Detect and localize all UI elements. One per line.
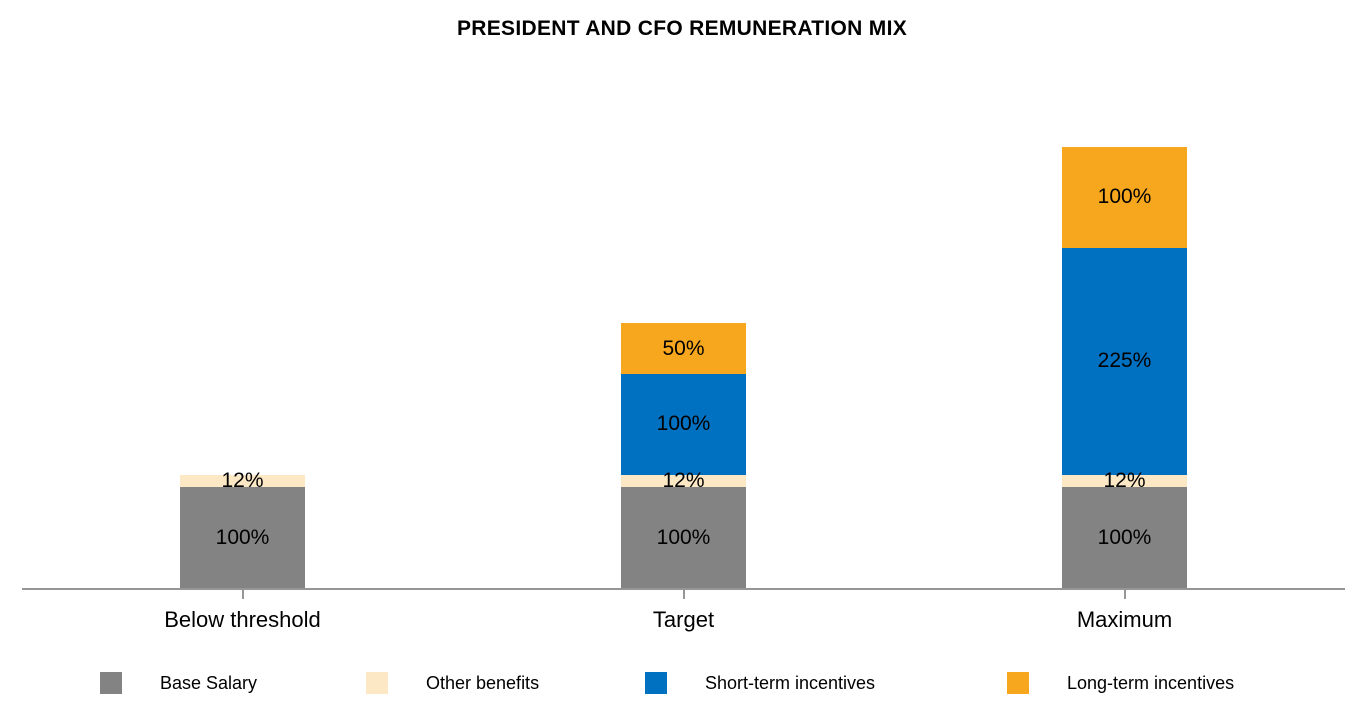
legend-label: Long-term incentives xyxy=(1067,672,1235,693)
category-label-target: Target xyxy=(652,607,715,632)
legend-item-base-salary: Base Salary xyxy=(100,672,257,694)
bar-segment-other-benefits: 12% xyxy=(1062,469,1187,491)
x-axis-tick xyxy=(682,590,685,599)
chart-title: PRESIDENT AND CFO REMUNERATION MIX xyxy=(456,17,908,40)
bar-target: 100% 12% 100% 50% xyxy=(621,323,746,588)
bar-segment-long-term-incentives: 100% xyxy=(1062,146,1187,248)
segment-data-label: 12% xyxy=(1103,468,1146,492)
bar-segment-short-term-incentives: 100% xyxy=(621,373,746,475)
segment-data-label: 12% xyxy=(221,468,264,492)
legend-swatch-base-salary xyxy=(100,672,122,694)
bar-segment-other-benefits: 12% xyxy=(621,469,746,491)
x-axis-tick xyxy=(1123,590,1126,599)
x-axis-tick xyxy=(241,590,244,599)
segment-data-label: 100% xyxy=(215,525,270,549)
legend-item-long-term-incentives: Long-term incentives xyxy=(1007,672,1234,694)
segment-data-label: 225% xyxy=(1097,349,1152,373)
bar-segment-base-salary: 100% xyxy=(1062,487,1187,588)
segment-data-label: 12% xyxy=(662,468,705,492)
x-axis-line xyxy=(22,588,1345,590)
segment-data-label: 100% xyxy=(1097,185,1152,209)
bar-below-threshold: 100% 12% xyxy=(180,469,305,588)
legend-swatch-long-term-incentives xyxy=(1007,672,1029,694)
legend-swatch-short-term-incentives xyxy=(645,672,667,694)
bar-segment-long-term-incentives: 50% xyxy=(621,323,746,374)
legend-label: Other benefits xyxy=(426,672,540,693)
bar-maximum: 100% 12% 225% 100% xyxy=(1062,146,1187,588)
legend-label: Base Salary xyxy=(160,672,258,693)
bar-segment-short-term-incentives: 225% xyxy=(1062,247,1187,475)
segment-data-label: 50% xyxy=(662,336,705,360)
bar-segment-base-salary: 100% xyxy=(180,487,305,588)
segment-data-label: 100% xyxy=(656,525,711,549)
legend-item-other-benefits: Other benefits xyxy=(366,672,539,694)
category-label-below-threshold: Below threshold xyxy=(164,607,321,632)
legend-item-short-term-incentives: Short-term incentives xyxy=(645,672,875,694)
legend-swatch-other-benefits xyxy=(366,672,388,694)
bar-segment-base-salary: 100% xyxy=(621,487,746,588)
bar-segment-other-benefits: 12% xyxy=(180,469,305,491)
category-label-maximum: Maximum xyxy=(1076,607,1173,632)
legend-label: Short-term incentives xyxy=(705,672,876,693)
segment-data-label: 100% xyxy=(1097,525,1152,549)
segment-data-label: 100% xyxy=(656,412,711,436)
